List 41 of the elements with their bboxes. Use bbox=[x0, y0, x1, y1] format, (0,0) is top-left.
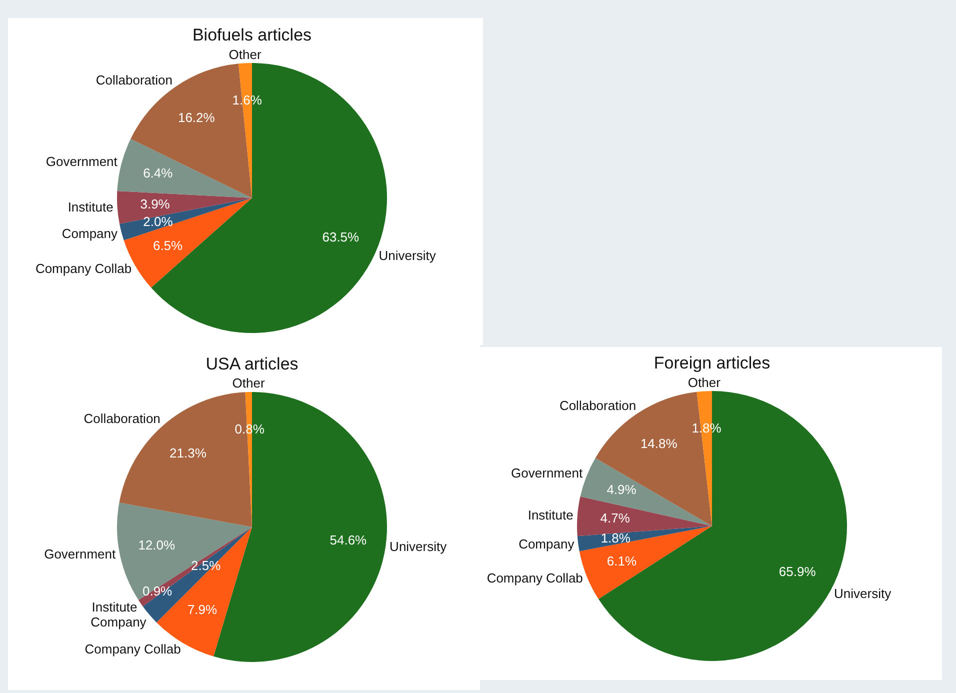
chart-title: Foreign articles bbox=[654, 354, 770, 373]
slice-label: Other bbox=[228, 46, 262, 62]
slice-label: Institute bbox=[528, 507, 574, 522]
data-label: 14.8% bbox=[640, 436, 678, 452]
slice-label: Collaboration bbox=[84, 411, 160, 426]
slice-label: Other bbox=[232, 376, 266, 391]
data-label: 21.3% bbox=[170, 445, 207, 460]
slice-label: Collaboration bbox=[559, 398, 636, 413]
slice-label: Government bbox=[44, 546, 116, 562]
data-label: 63.5% bbox=[322, 229, 360, 244]
slice-label: Company Collab bbox=[84, 641, 181, 656]
data-label: 6.4% bbox=[143, 165, 174, 180]
slice-label: Government bbox=[511, 465, 583, 480]
chart-title: Biofuels articles bbox=[192, 26, 312, 45]
slice-label: University bbox=[390, 539, 448, 554]
data-label: 7.9% bbox=[187, 602, 218, 618]
data-label: 0.9% bbox=[142, 583, 173, 598]
data-label: 6.5% bbox=[152, 238, 184, 254]
slice-label: Company bbox=[90, 614, 147, 630]
slice-label: University bbox=[834, 586, 892, 602]
data-label: 16.2% bbox=[178, 110, 216, 125]
slice-label: University bbox=[378, 248, 436, 264]
slice-label: Company bbox=[62, 226, 118, 241]
data-label: 4.7% bbox=[600, 510, 630, 526]
slice-label: Company Collab bbox=[35, 260, 132, 276]
data-label: 65.9% bbox=[778, 564, 816, 580]
data-label: 2.0% bbox=[143, 214, 174, 230]
slice-label: Collaboration bbox=[96, 72, 172, 88]
chart-title: USA articles bbox=[206, 354, 298, 374]
data-label: 1.8% bbox=[600, 530, 631, 546]
data-label: 54.6% bbox=[330, 532, 368, 548]
slice-label: Institute bbox=[68, 200, 114, 215]
slice-label: Other bbox=[688, 374, 722, 390]
slice-label: Government bbox=[46, 154, 118, 169]
data-label: 3.9% bbox=[140, 196, 170, 212]
data-label: 6.1% bbox=[606, 554, 637, 569]
slice-label: Company bbox=[518, 536, 575, 552]
data-label: 12.0% bbox=[138, 537, 176, 552]
slice-label: Company Collab bbox=[486, 570, 583, 586]
data-label: 4.9% bbox=[606, 482, 637, 498]
slice-label: Institute bbox=[92, 599, 138, 614]
